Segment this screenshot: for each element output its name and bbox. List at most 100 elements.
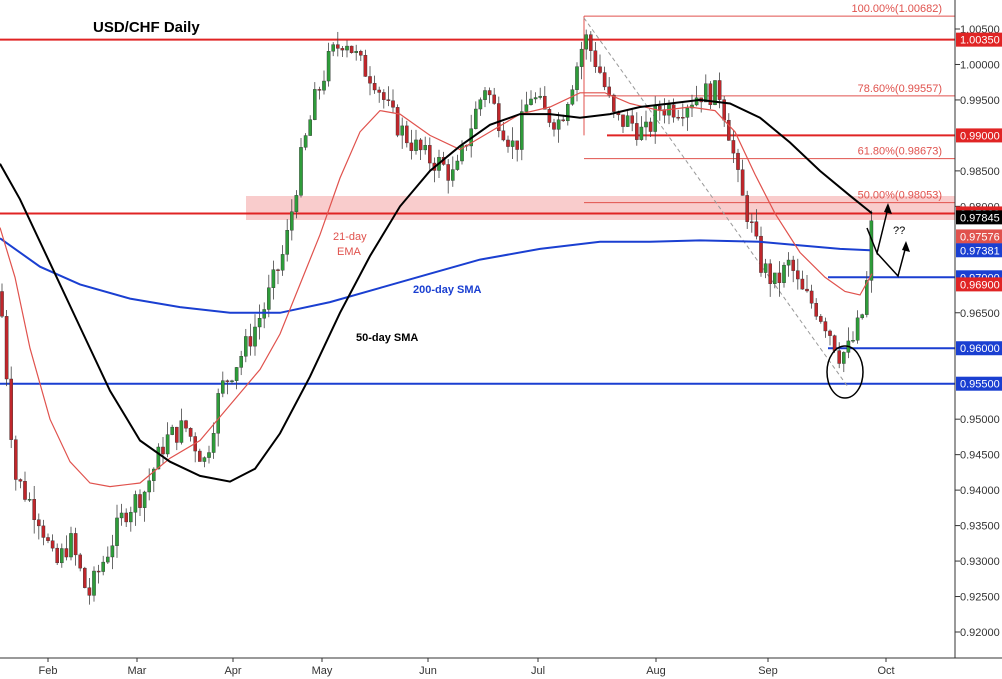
- candle-body: [46, 537, 50, 541]
- y-tick-label: 0.92000: [960, 627, 1000, 639]
- candle-body: [763, 263, 768, 273]
- candle-body: [372, 82, 377, 91]
- y-tick-label: 0.93500: [960, 521, 1000, 533]
- candle-body: [55, 547, 59, 564]
- candle-body: [547, 109, 552, 123]
- candle-body: [510, 140, 515, 147]
- sma200-tag: 0.97381: [960, 245, 1000, 257]
- candle-body: [483, 90, 487, 100]
- x-tick-label: Aug: [646, 665, 666, 677]
- candle-body: [869, 220, 874, 281]
- candle-body: [202, 457, 207, 462]
- sma50-label: 50-day SMA: [356, 332, 418, 344]
- candle-body: [676, 116, 680, 119]
- scenario-arrows: ??: [866, 203, 910, 278]
- sma200-line: [0, 237, 871, 314]
- candle-body: [414, 139, 418, 151]
- resistance-zone: [246, 196, 955, 220]
- candle-body: [754, 221, 759, 237]
- candle-body: [23, 481, 27, 500]
- candle-body: [50, 540, 55, 549]
- candle-body: [759, 235, 763, 273]
- candle-body: [257, 317, 262, 328]
- candle-body: [391, 100, 395, 108]
- candle-body: [602, 72, 607, 88]
- level-tag: 1.00350: [960, 35, 1000, 47]
- sma200-tag-bg: [956, 243, 1002, 258]
- y-tick-label: 0.99500: [960, 95, 1000, 107]
- candle-body: [782, 264, 786, 283]
- candle-body: [621, 114, 625, 127]
- candle-body: [225, 380, 230, 382]
- candle-body: [418, 139, 423, 151]
- candle-body: [64, 548, 69, 558]
- candle-body: [142, 491, 147, 508]
- price-tags: 1.003500.990000.979000.970000.960000.955…: [956, 32, 1002, 391]
- candle-body: [87, 587, 92, 596]
- candle-body: [851, 340, 855, 342]
- candle-body: [151, 468, 156, 481]
- candle-body: [317, 89, 322, 91]
- candle-body: [474, 108, 478, 129]
- candle-body: [561, 119, 565, 122]
- candle-body: [598, 66, 602, 73]
- candle-body: [4, 316, 9, 380]
- candle-body: [658, 105, 662, 110]
- candle-body: [704, 83, 708, 103]
- candle-body: [354, 51, 359, 53]
- candle-body: [777, 272, 782, 283]
- candle-body: [492, 94, 497, 104]
- candle-body: [515, 140, 519, 150]
- candle-body: [0, 291, 4, 317]
- candle-body: [796, 270, 800, 280]
- candle-body: [303, 135, 308, 148]
- ema-level-tag: 0.96900: [960, 279, 1000, 291]
- alt-arrowhead-icon: [902, 241, 910, 252]
- candle-body: [768, 263, 772, 284]
- candle-body: [197, 450, 202, 462]
- candle-body: [842, 352, 846, 364]
- x-tick-label: Jun: [419, 665, 437, 677]
- candle-body: [184, 420, 188, 429]
- fib-label: 50.00%(0.98053): [858, 190, 942, 202]
- candle-body: [708, 83, 713, 106]
- candle-body: [625, 115, 630, 127]
- candle-body: [368, 76, 372, 84]
- candle-body: [230, 380, 234, 382]
- candle-body: [740, 169, 745, 196]
- candle-body: [612, 94, 616, 112]
- candle-body: [96, 570, 101, 573]
- y-tick-label: 0.92500: [960, 592, 1000, 604]
- candle-body: [823, 321, 828, 332]
- candle-body: [828, 330, 832, 336]
- candle-body: [635, 123, 639, 140]
- candle-body: [161, 446, 165, 455]
- x-tick-label: Apr: [224, 665, 241, 677]
- candle-body: [529, 98, 533, 105]
- candle-body: [487, 90, 492, 96]
- candle-body: [837, 350, 841, 364]
- candles: [0, 29, 874, 605]
- y-axis-ticks: 1.005001.000000.995000.985000.980000.965…: [955, 24, 1000, 639]
- candle-body: [566, 104, 570, 122]
- fib-label: 61.80%(0.98673): [858, 146, 942, 158]
- x-tick-label: Oct: [877, 665, 894, 677]
- ema-level-tag-bg: [956, 277, 1002, 292]
- candle-body: [497, 103, 501, 131]
- candle-body: [786, 259, 791, 266]
- candle-body: [41, 525, 46, 538]
- x-tick-label: May: [312, 665, 333, 677]
- fib-label: 78.60%(0.99557): [858, 83, 942, 95]
- candle-body: [110, 545, 115, 558]
- candle-body: [165, 434, 170, 455]
- candle-body: [234, 367, 239, 381]
- candle-body: [593, 50, 598, 67]
- candle-body: [745, 195, 749, 222]
- candle-body: [451, 169, 455, 181]
- candle-body: [290, 211, 294, 231]
- candle-body: [409, 142, 414, 151]
- candle-body: [428, 145, 432, 164]
- candle-body: [584, 34, 588, 50]
